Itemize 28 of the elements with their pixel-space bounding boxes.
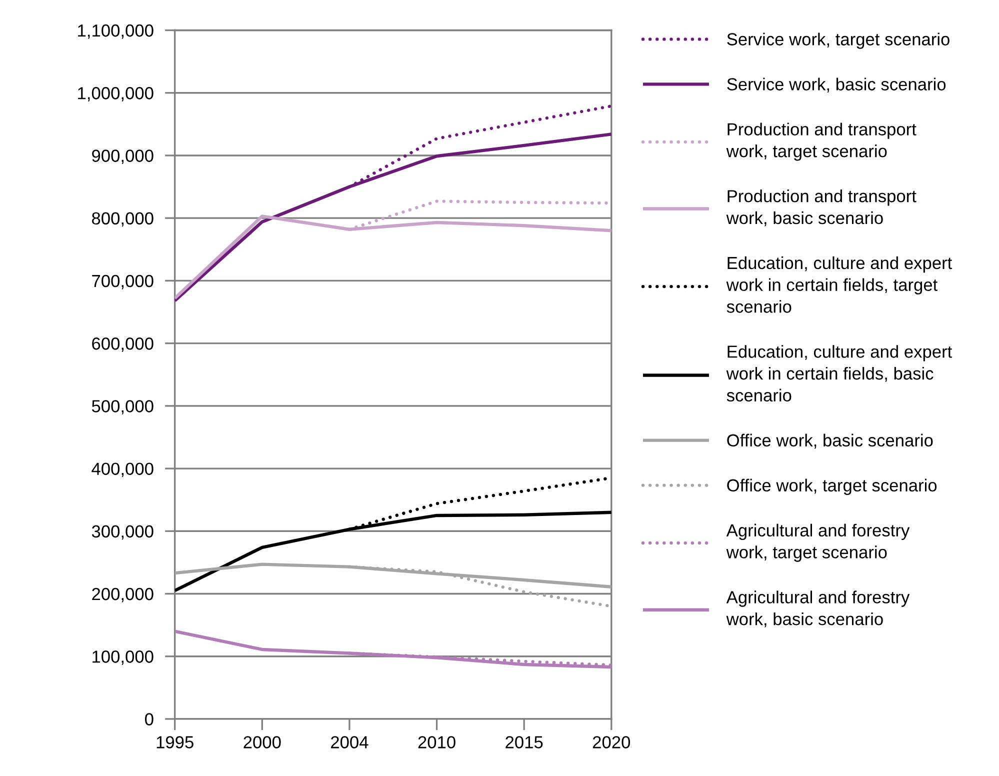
y-tick-label: 800,000 [92, 212, 154, 227]
legend-label: Service work, basic scenario [727, 78, 946, 93]
legend-label: Production and transport work, basic scenario [726, 190, 916, 226]
y-tick-label: 1,000,000 [78, 87, 154, 102]
legend-label: Agricultural and forestry work, target scenario [726, 524, 910, 562]
x-tick-label: 2010 [418, 736, 456, 748]
legend-label: Education, culture and expert work in certain fields, target scenario [726, 256, 952, 313]
y-tick-label: 1,100,000 [78, 24, 154, 39]
legend-label: Office work, target scenario [727, 478, 937, 495]
y-tick-label: 700,000 [92, 274, 154, 290]
y-tick-label: 0 [145, 713, 154, 726]
y-tick-label: 900,000 [92, 150, 154, 164]
x-tick-label: 2000 [244, 736, 281, 748]
y-tick-label: 100,000 [92, 650, 154, 665]
x-tick-label: 2004 [331, 736, 368, 748]
y-tick-label: 400,000 [92, 462, 154, 478]
y-tick-label: 200,000 [92, 588, 154, 602]
y-tick-label: 300,000 [92, 525, 154, 540]
legend-label: Agricultural and forestry work, basic scenario [726, 590, 910, 628]
x-tick-label: 2020 [592, 736, 630, 748]
legend-label: Education, culture and expert work in certain fields, basic scenario [726, 345, 952, 402]
legend-label: Office work, basic scenario [727, 434, 933, 449]
x-tick-label: 1995 [156, 736, 194, 748]
y-tick-label: 600,000 [92, 337, 154, 352]
x-tick-label: 2015 [506, 736, 543, 748]
legend-label: Production and transport work, target scenario [726, 122, 916, 161]
y-tick-label: 500,000 [92, 400, 154, 414]
legend-label: Service work, target scenario [727, 32, 950, 49]
